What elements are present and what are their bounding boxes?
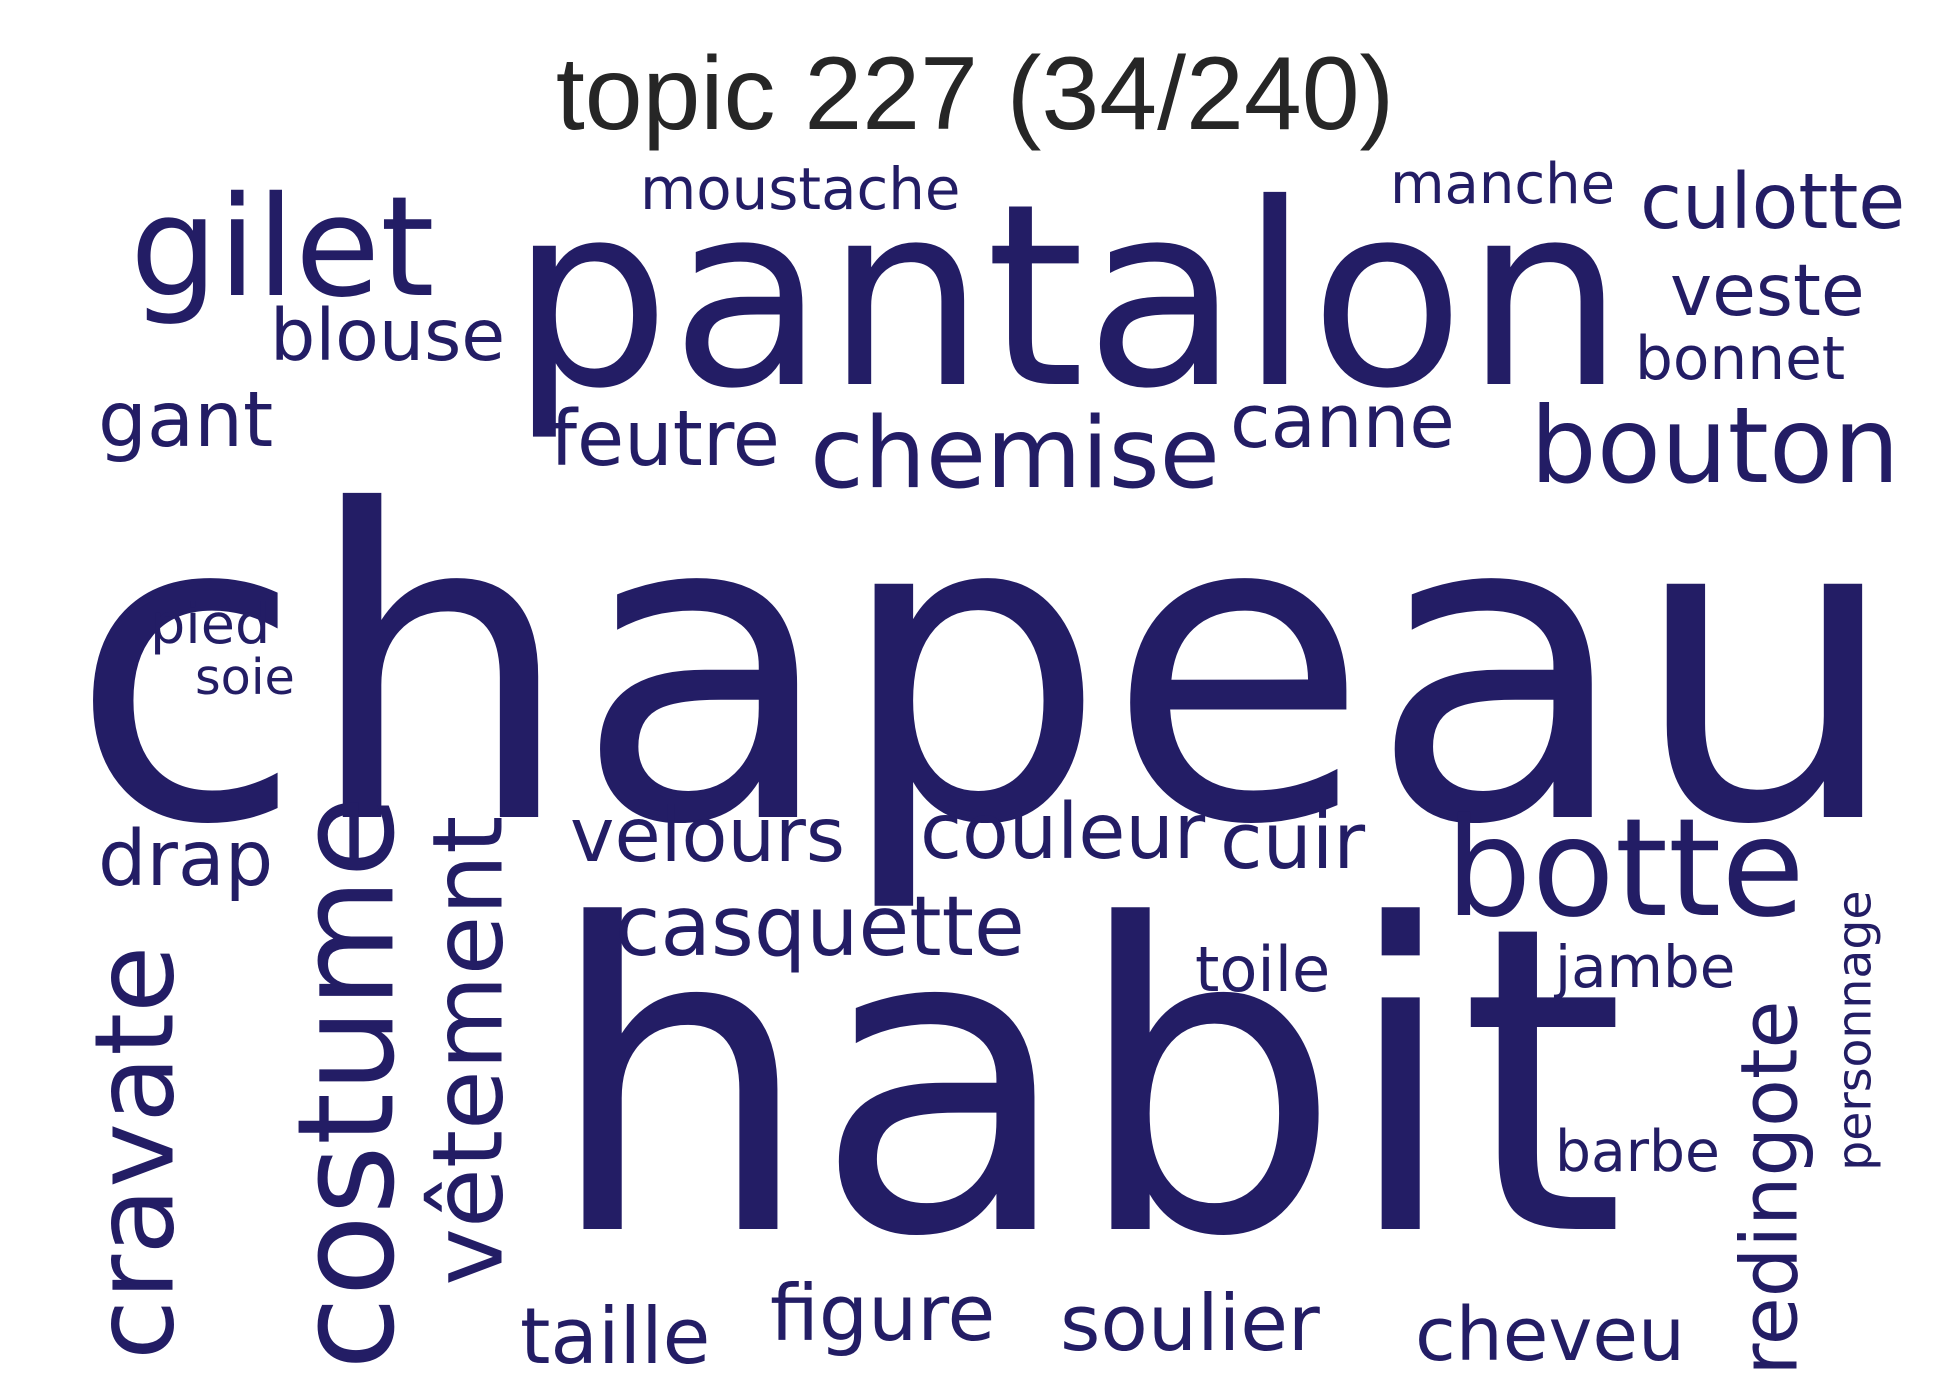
- word-34: personnage: [1827, 890, 1883, 1171]
- word-17: gant: [98, 374, 274, 465]
- word-4: botte: [1445, 790, 1805, 948]
- word-13: casquette: [615, 879, 1025, 975]
- word-6: chemise: [810, 397, 1220, 511]
- word-24: drap: [98, 815, 274, 904]
- word-32: pied: [150, 592, 271, 657]
- word-2: pantalon: [510, 149, 1625, 444]
- word-15: veste: [1670, 248, 1865, 332]
- word-23: taille: [520, 1291, 711, 1382]
- word-26: bonnet: [1635, 325, 1846, 394]
- word-28: manche: [1390, 152, 1616, 217]
- word-3: gilet: [130, 166, 435, 328]
- word-29: barbe: [1555, 1119, 1720, 1185]
- word-19: canne: [1230, 378, 1455, 465]
- word-10: redingote: [1725, 999, 1816, 1376]
- word-27: moustache: [640, 155, 961, 223]
- word-16: blouse: [270, 293, 506, 377]
- word-12: couleur: [920, 787, 1206, 877]
- word-11: velours: [570, 790, 846, 879]
- chart-title: topic 227 (34/240): [555, 36, 1395, 152]
- word-25: cuir: [1220, 796, 1366, 887]
- word-7: costume: [268, 795, 425, 1370]
- word-22: figure: [770, 1269, 996, 1359]
- word-20: cheveu: [1415, 1292, 1686, 1378]
- word-1: habit: [545, 835, 1626, 1329]
- word-14: culotte: [1640, 157, 1906, 247]
- word-0: chapeau: [69, 420, 1901, 918]
- word-8: cravate: [70, 944, 199, 1360]
- word-9: vêtement: [410, 815, 524, 1286]
- word-5: bouton: [1530, 383, 1900, 507]
- word-30: jambe: [1555, 932, 1736, 1001]
- word-31: toile: [1195, 933, 1331, 1006]
- word-21: soulier: [1060, 1279, 1320, 1369]
- word-18: feutre: [550, 394, 780, 484]
- word-33: soie: [195, 647, 295, 706]
